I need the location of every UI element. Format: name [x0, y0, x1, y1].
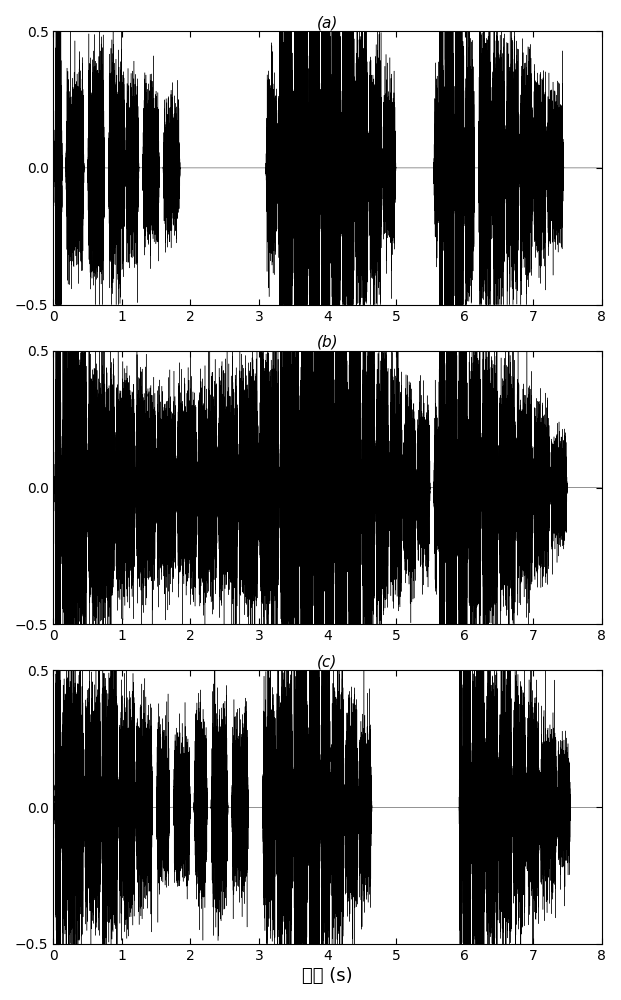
- Title: (a): (a): [317, 15, 338, 30]
- X-axis label: 时间 (s): 时间 (s): [302, 967, 353, 985]
- Title: (c): (c): [317, 654, 338, 669]
- Title: (b): (b): [317, 335, 338, 350]
